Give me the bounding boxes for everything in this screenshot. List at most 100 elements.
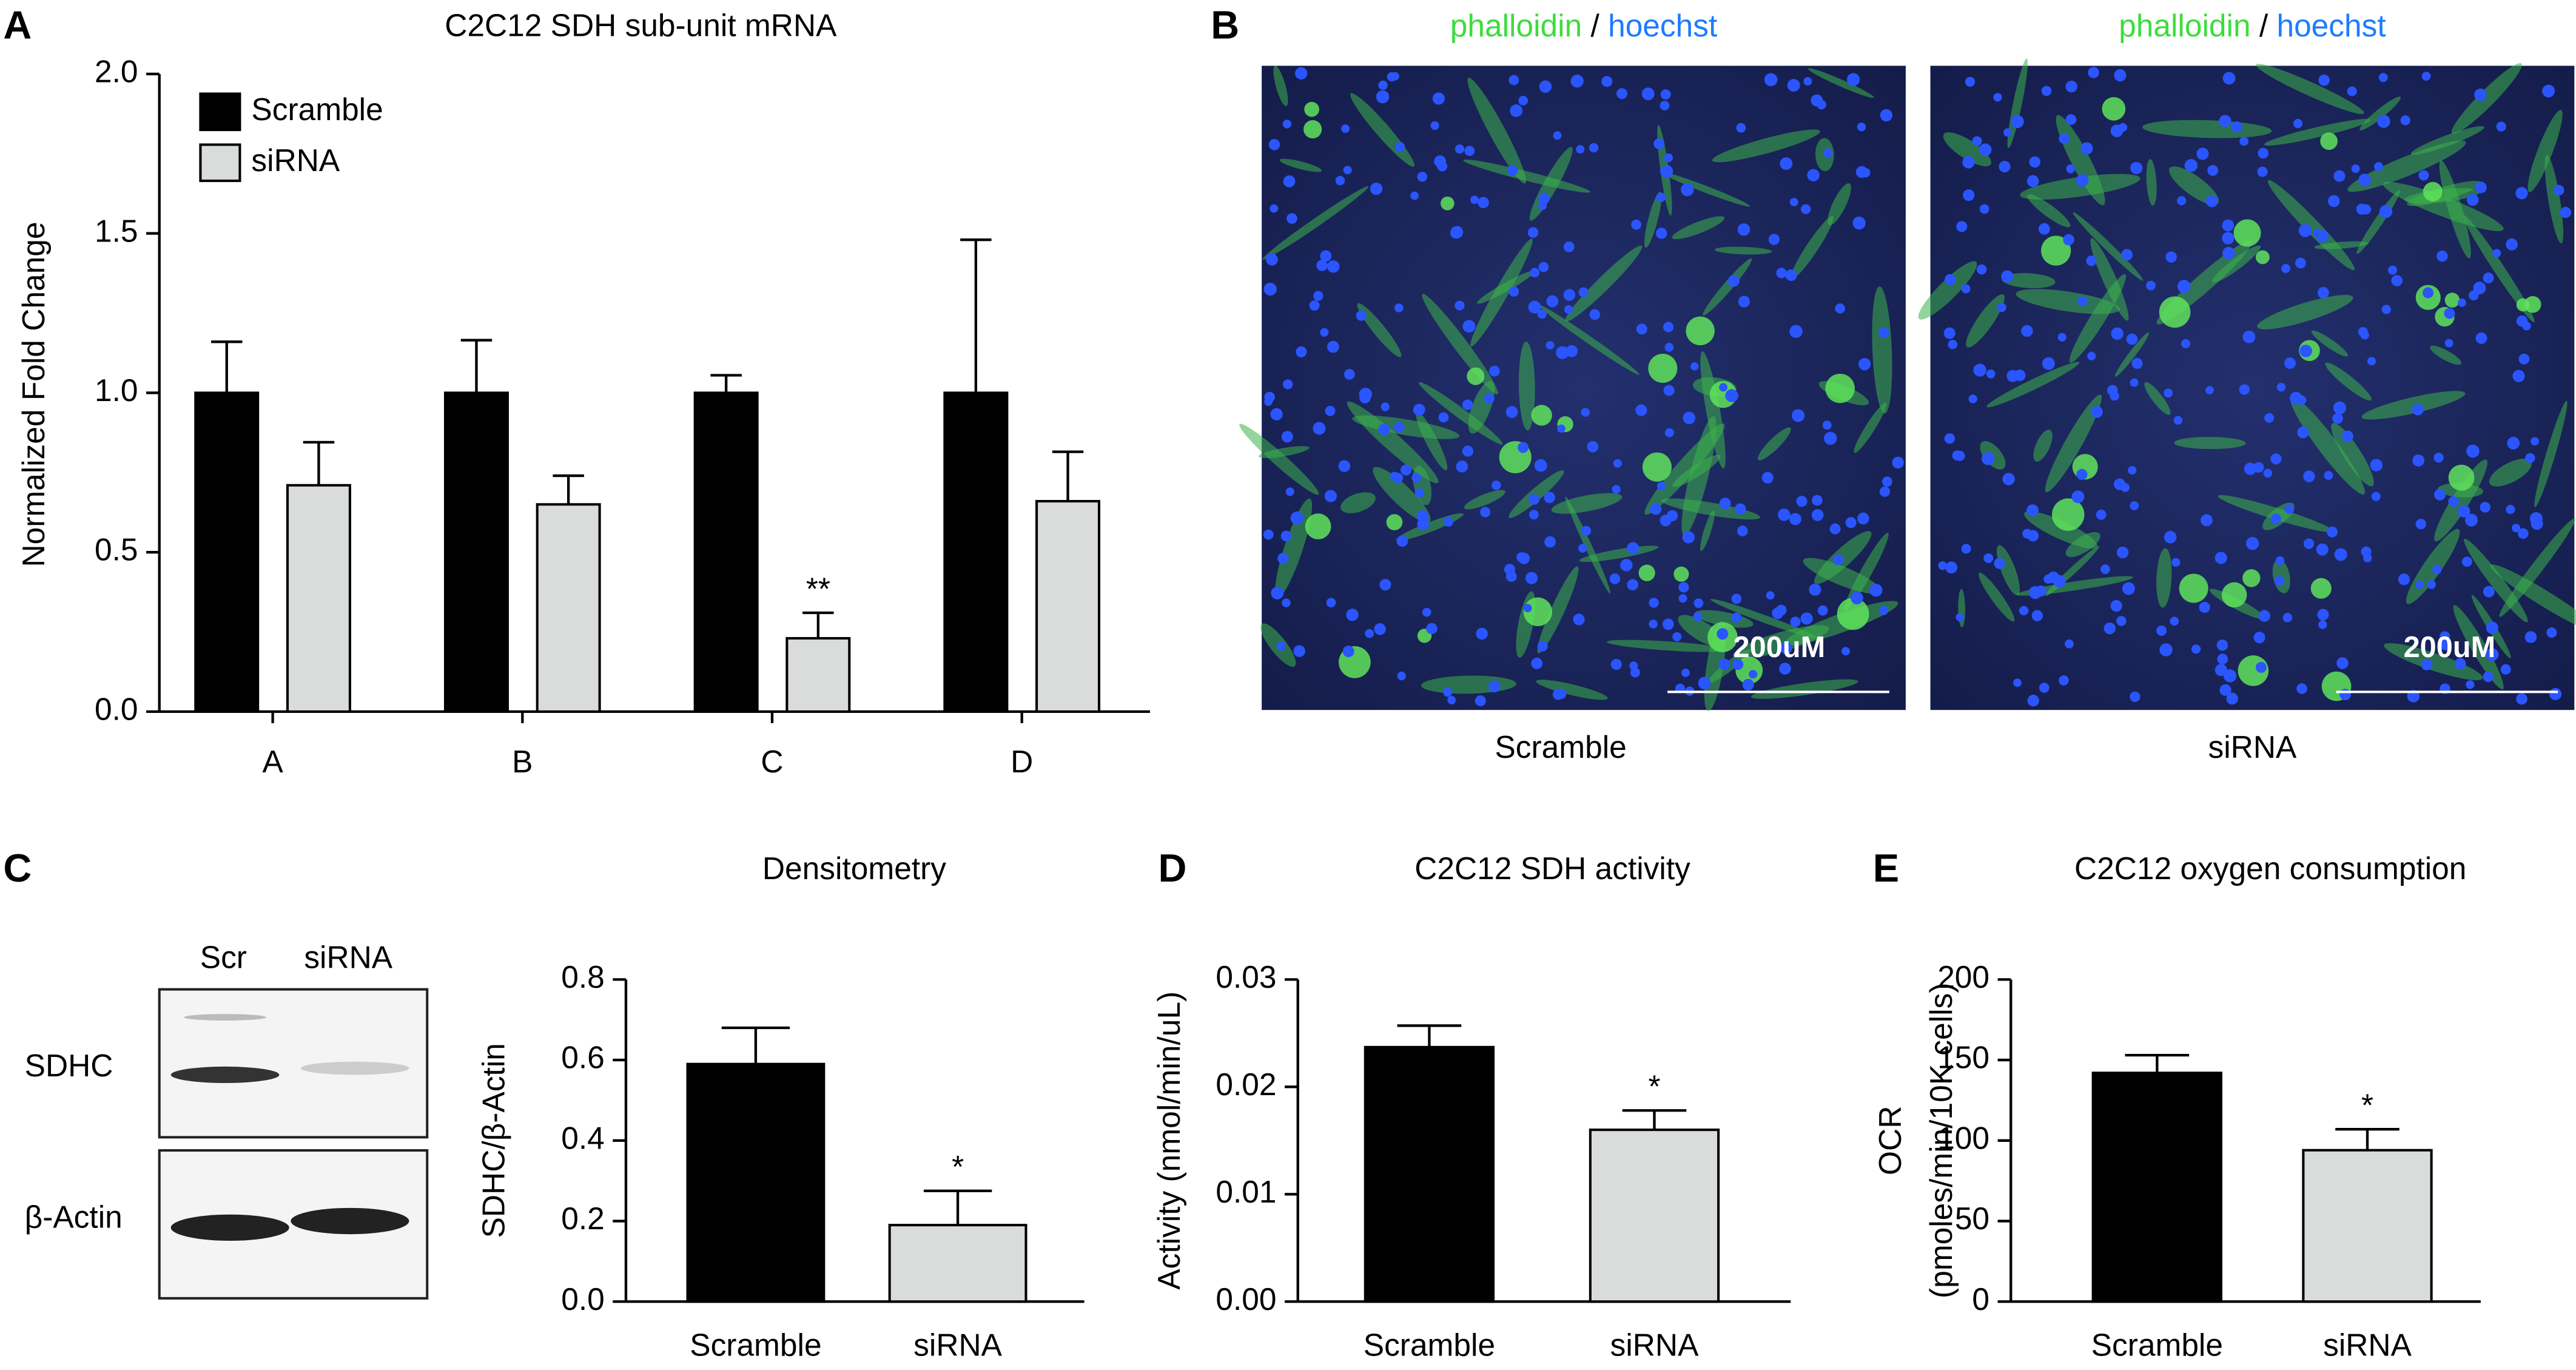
nucleus bbox=[2242, 330, 2256, 343]
nucleus bbox=[1556, 346, 1569, 359]
nucleus bbox=[1478, 197, 1489, 209]
nucleus bbox=[2065, 639, 2074, 649]
nucleus bbox=[1264, 397, 1273, 407]
cell-body bbox=[2233, 219, 2261, 247]
nucleus bbox=[2219, 115, 2231, 127]
cell-body bbox=[1523, 597, 1553, 627]
nucleus bbox=[2026, 175, 2039, 187]
nucleus bbox=[2421, 72, 2431, 81]
nucleus bbox=[2332, 413, 2343, 424]
nucleus bbox=[1948, 339, 1958, 349]
nucleus bbox=[2120, 483, 2130, 492]
nucleus bbox=[1394, 142, 1405, 152]
nucleus bbox=[2324, 471, 2333, 480]
nucleus bbox=[2560, 207, 2571, 218]
cell-fiber bbox=[2463, 214, 2535, 323]
nucleus bbox=[1359, 392, 1371, 403]
cell-fiber bbox=[1791, 215, 1834, 280]
nucleus bbox=[1653, 138, 1664, 149]
nucleus bbox=[1271, 586, 1284, 599]
nucleus bbox=[1450, 227, 1462, 239]
nucleus bbox=[1397, 671, 1406, 681]
nucleus bbox=[1414, 488, 1424, 498]
nucleus bbox=[2118, 123, 2128, 132]
bar bbox=[686, 1062, 826, 1303]
nucleus bbox=[2071, 490, 2085, 504]
nucleus bbox=[2059, 675, 2069, 686]
nucleus bbox=[1738, 295, 1750, 308]
nucleus bbox=[1823, 148, 1833, 158]
stain-title: phalloidin / hoechst bbox=[2119, 8, 2386, 43]
cell-body bbox=[2221, 582, 2247, 608]
nucleus bbox=[2126, 333, 2138, 345]
nucleus bbox=[2239, 137, 2249, 146]
nucleus bbox=[1800, 612, 1813, 625]
nucleus bbox=[1326, 598, 1336, 608]
nucleus bbox=[2515, 187, 2528, 200]
nucleus bbox=[2270, 453, 2282, 465]
nucleus bbox=[1725, 389, 1738, 402]
nucleus bbox=[1719, 383, 1728, 392]
nucleus bbox=[2400, 115, 2410, 126]
nucleus bbox=[1544, 491, 1555, 504]
nucleus bbox=[1944, 433, 1956, 444]
nucleus bbox=[1523, 604, 1532, 613]
nucleus bbox=[2274, 576, 2285, 586]
chart-title: C2C12 SDH activity bbox=[1414, 851, 1690, 886]
nucleus bbox=[2516, 315, 2528, 327]
nucleus bbox=[2334, 548, 2347, 561]
cell-fiber bbox=[2174, 437, 2246, 450]
y-tick-label: 0.5 bbox=[95, 532, 138, 567]
nucleus bbox=[2116, 546, 2129, 559]
nucleus bbox=[1609, 573, 1621, 584]
nucleus bbox=[2421, 659, 2433, 670]
y-tick-label: 0.6 bbox=[561, 1040, 605, 1075]
cell-fiber bbox=[1872, 286, 1892, 414]
cell-fiber bbox=[1672, 216, 1725, 240]
nucleus bbox=[1565, 345, 1578, 357]
nucleus bbox=[2156, 625, 2167, 636]
cell-fiber bbox=[1262, 186, 1369, 260]
nucleus bbox=[1475, 695, 1486, 707]
nucleus bbox=[2164, 388, 2173, 398]
nucleus bbox=[2173, 416, 2183, 425]
nucleus bbox=[2415, 519, 2427, 530]
cell-fiber bbox=[2384, 643, 2483, 681]
y-tick-label: 0.03 bbox=[1216, 959, 1276, 994]
nucleus bbox=[1527, 227, 1539, 238]
nucleus bbox=[1796, 496, 1808, 507]
nucleus bbox=[1663, 385, 1675, 396]
nucleus bbox=[2293, 118, 2303, 129]
nucleus bbox=[1537, 641, 1548, 652]
nucleus bbox=[2019, 606, 2029, 616]
nucleus bbox=[1324, 490, 1337, 502]
nucleus bbox=[2181, 339, 2191, 349]
nucleus bbox=[1993, 93, 2002, 102]
nucleus bbox=[2088, 67, 2099, 78]
nucleus bbox=[1961, 544, 1971, 554]
cell-fiber bbox=[1703, 258, 1752, 316]
nucleus bbox=[1282, 379, 1293, 390]
nucleus bbox=[1417, 518, 1430, 530]
cell-fiber bbox=[1966, 294, 2005, 348]
nucleus bbox=[1612, 485, 1621, 494]
nucleus bbox=[1280, 530, 1292, 542]
bar bbox=[1589, 1129, 1720, 1303]
nucleus bbox=[1882, 476, 1892, 487]
y-axis-label: (pmoles/min/10K cells) bbox=[1923, 983, 1959, 1298]
nucleus bbox=[2351, 164, 2360, 174]
nucleus bbox=[1525, 572, 1538, 584]
cell-fiber bbox=[1258, 446, 1310, 459]
nucleus bbox=[2483, 671, 2494, 683]
nucleus bbox=[2170, 616, 2179, 626]
nucleus bbox=[2448, 496, 2459, 507]
cell-fiber bbox=[2499, 518, 2575, 617]
nucleus bbox=[2469, 290, 2479, 301]
cell-fiber bbox=[1538, 305, 1639, 375]
nucleus bbox=[2531, 437, 2540, 446]
nucleus bbox=[1578, 287, 1589, 297]
nucleus bbox=[1664, 428, 1674, 437]
nucleus bbox=[2002, 473, 2015, 485]
cell-fiber bbox=[1275, 498, 1313, 598]
nucleus bbox=[2223, 669, 2237, 683]
